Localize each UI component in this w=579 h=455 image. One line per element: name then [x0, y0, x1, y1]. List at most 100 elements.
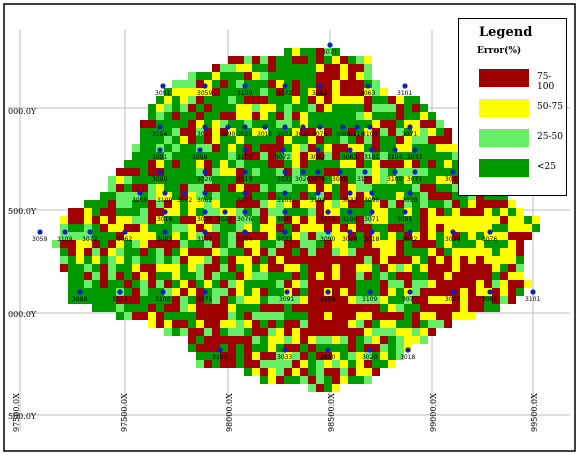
map-cell: [164, 200, 172, 208]
map-cell: [404, 192, 412, 200]
map-cell: [348, 96, 356, 104]
map-cell: [412, 280, 420, 288]
map-cell: [388, 248, 396, 256]
map-cell: [444, 272, 452, 280]
map-cell: [300, 280, 308, 288]
map-cell: [476, 216, 484, 224]
map-cell: [380, 264, 388, 272]
map-cell: [340, 152, 348, 160]
station-dot: [317, 124, 323, 130]
map-cell: [236, 344, 244, 352]
map-cell: [228, 304, 236, 312]
map-cell: [188, 176, 196, 184]
map-cell: [132, 184, 140, 192]
map-cell: [468, 232, 476, 240]
map-cell: [388, 104, 396, 112]
map-cell: [172, 152, 180, 160]
map-cell: [108, 176, 116, 184]
map-cell: [260, 312, 268, 320]
map-cell: [436, 256, 444, 264]
map-cell: [316, 304, 324, 312]
map-cell: [204, 88, 212, 96]
map-cell: [388, 136, 396, 144]
map-cell: [236, 152, 244, 160]
map-cell: [364, 272, 372, 280]
map-cell: [308, 264, 316, 272]
map-cell: [236, 96, 244, 104]
map-cell: [420, 288, 428, 296]
map-cell: [372, 368, 380, 376]
map-cell: [268, 352, 276, 360]
map-cell: [404, 272, 412, 280]
map-cell: [108, 208, 116, 216]
map-cell: [220, 336, 228, 344]
map-cell: [372, 304, 380, 312]
map-cell: [180, 112, 188, 120]
map-cell: [156, 136, 164, 144]
map-cell: [164, 152, 172, 160]
map-cell: [68, 224, 76, 232]
map-cell: [476, 296, 484, 304]
station-label: 3091: [445, 176, 460, 183]
map-cell: [180, 88, 188, 96]
map-cell: [484, 240, 492, 248]
map-cell: [332, 104, 340, 112]
map-cell: [212, 224, 220, 232]
map-cell: [324, 104, 332, 112]
map-cell: [444, 192, 452, 200]
map-cell: [260, 320, 268, 328]
map-cell: [316, 328, 324, 336]
map-cell: [268, 264, 276, 272]
map-cell: [340, 352, 348, 360]
map-cell: [260, 136, 268, 144]
map-cell: [300, 192, 308, 200]
map-cell: [252, 176, 260, 184]
map-cell: [412, 288, 420, 296]
map-cell: [372, 128, 380, 136]
map-cell: [188, 120, 196, 128]
map-cell: [132, 296, 140, 304]
map-cell: [100, 200, 108, 208]
map-cell: [148, 232, 156, 240]
map-cell: [388, 304, 396, 312]
map-cell: [244, 64, 252, 72]
map-cell: [468, 304, 476, 312]
map-cell: [476, 232, 484, 240]
map-cell: [196, 96, 204, 104]
map-cell: [428, 272, 436, 280]
map-cell: [156, 240, 164, 248]
map-cell: [364, 120, 372, 128]
map-cell: [412, 192, 420, 200]
map-cell: [428, 168, 436, 176]
map-cell: [444, 280, 452, 288]
map-cell: [340, 320, 348, 328]
map-cell: [428, 136, 436, 144]
map-cell: [164, 264, 172, 272]
map-cell: [380, 184, 388, 192]
map-cell: [236, 104, 244, 112]
map-cell: [156, 312, 164, 320]
map-cell: [500, 200, 508, 208]
map-cell: [412, 184, 420, 192]
map-cell: [212, 248, 220, 256]
map-cell: [196, 160, 204, 168]
map-cell: [252, 232, 260, 240]
map-cell: [492, 200, 500, 208]
map-cell: [348, 152, 356, 160]
map-cell: [324, 384, 332, 392]
map-cell: [236, 56, 244, 64]
map-cell: [492, 216, 500, 224]
map-cell: [292, 128, 300, 136]
map-cell: [148, 208, 156, 216]
map-cell: [436, 224, 444, 232]
map-cell: [420, 168, 428, 176]
map-cell: [412, 256, 420, 264]
station-label: 3071: [322, 49, 337, 56]
map-cell: [436, 248, 444, 256]
station-label: 3033: [342, 197, 357, 204]
map-cell: [236, 168, 244, 176]
map-cell: [252, 72, 260, 80]
map-cell: [316, 136, 324, 144]
map-cell: [180, 240, 188, 248]
map-cell: [252, 280, 260, 288]
